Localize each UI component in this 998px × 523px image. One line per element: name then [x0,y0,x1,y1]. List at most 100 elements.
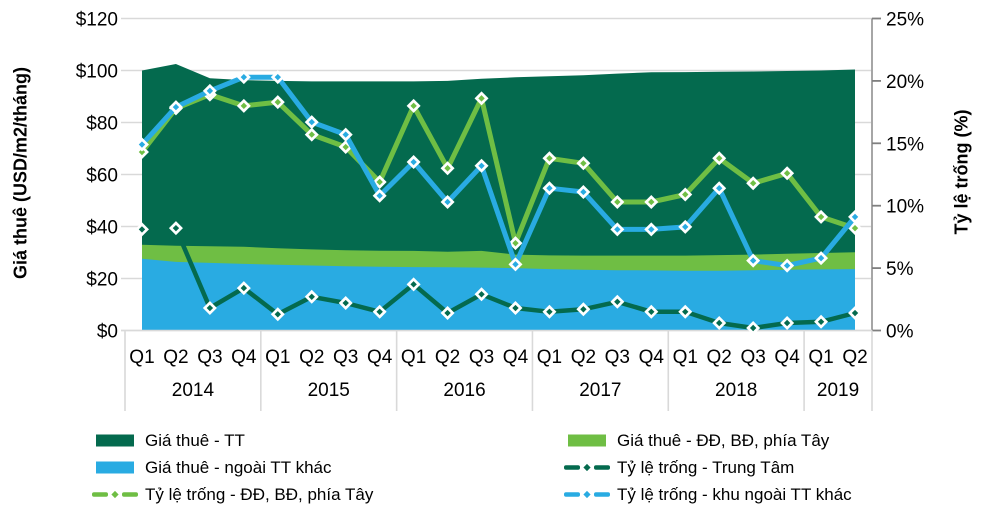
data-point-marker [474,91,489,106]
legend-label: Giá thuê - ĐĐ, BĐ, phía Tây [617,431,830,450]
data-point-marker [508,236,523,251]
left-axis-tick-labels: $0 $20 $40 $60 $80 $100 $120 [76,10,118,343]
data-point-marker [780,166,795,181]
data-point-marker [610,222,625,237]
line-series-0 [134,221,863,336]
quarter-label: Q4 [367,347,393,368]
quarter-label: Q1 [673,347,698,368]
data-point-marker [236,281,251,296]
line-swatch-cyan [564,487,610,502]
data-point-marker [134,137,149,152]
left-tick-label: $100 [76,62,118,83]
year-label: 2014 [172,380,215,401]
data-point-marker [848,306,863,321]
data-point-marker [712,316,727,331]
quarter-label: Q2 [163,347,188,368]
year-label: 2019 [817,380,859,401]
right-tick-label: 0% [886,322,914,343]
right-tick-label: 20% [886,72,924,93]
data-point-marker [270,307,285,322]
legend-item-gia-thue-tt: Giá thuê - TT [92,430,564,451]
area-swatch-light-green [564,433,610,448]
data-point-marker [440,161,455,176]
data-point-marker [678,304,693,319]
left-tick-label: $60 [86,166,118,187]
data-point-marker [678,187,693,202]
quarter-label: Q1 [537,347,562,368]
left-tick-label: $80 [86,114,118,135]
year-label: 2015 [308,380,350,401]
area-swatch-cyan [92,460,138,475]
data-point-marker [542,304,557,319]
data-point-marker [610,194,625,209]
data-point-marker [168,100,183,115]
line-swatch-dark-green [564,460,610,475]
data-point-marker [270,95,285,110]
quarter-label: Q4 [231,347,257,368]
data-point-marker [236,98,251,113]
right-axis-tick-labels: 0% 5% 10% 15% 20% 25% [886,10,924,343]
data-point-marker [406,98,421,113]
quarter-label: Q2 [842,347,867,368]
quarter-label: Q4 [774,347,800,368]
data-point-marker [202,83,217,98]
data-point-marker [746,253,761,268]
data-point-marker [678,219,693,234]
data-point-marker [406,155,421,170]
data-point-marker [644,194,659,209]
right-tick-label: 5% [886,259,914,280]
data-point-marker [780,316,795,331]
legend-label: Giá thuê - TT [145,431,245,450]
quarter-label: Q4 [503,347,529,368]
data-point-marker [542,181,557,196]
line-series-2 [134,70,863,273]
data-point-marker [780,258,795,273]
data-point-marker [372,188,387,203]
legend-item-gia-thue-ngoai-tt-khac: Giá thuê - ngoài TT khác [92,457,564,478]
quarter-label: Q1 [129,347,154,368]
quarter-label: Q3 [469,347,494,368]
data-point-marker [542,151,557,166]
data-point-marker [304,289,319,304]
data-point-marker [576,184,591,199]
data-point-marker [610,294,625,309]
data-point-marker [440,194,455,209]
data-point-marker [406,277,421,292]
data-point-marker [134,145,149,160]
quarter-label: Q1 [265,347,290,368]
left-tick-label: $0 [97,322,118,343]
data-point-marker [746,321,761,336]
left-tick-label: $120 [76,10,118,31]
data-point-marker [304,115,319,130]
legend-label: Tỷ lệ trống - Trung Tâm [617,458,795,477]
quarter-label: Q3 [333,347,358,368]
data-point-marker [474,287,489,302]
quarter-label: Q1 [808,347,833,368]
data-point-marker [508,257,523,272]
left-tick-label: $40 [86,218,118,239]
right-axis [871,17,881,332]
data-point-marker [644,222,659,237]
data-point-marker [508,301,523,316]
year-label: 2016 [443,380,485,401]
data-point-marker [134,222,149,237]
data-point-marker [168,221,183,236]
line-series-1 [134,87,863,251]
right-tick-label: 15% [886,134,924,155]
data-point-marker [848,209,863,224]
right-tick-label: 25% [886,10,924,31]
data-point-marker [746,176,761,191]
rent-areas [142,64,855,331]
legend-item-ty-le-trong-dd-bd-phia-tay: Tỷ lệ trống - ĐĐ, BĐ, phía Tây [92,484,564,505]
data-point-marker [338,296,353,311]
x-axis: Q1 Q2 Q3 Q4 2014 Q1 Q2 Q3 Q4 2015 Q1 Q2 Q3 Q4 2016 Q1 Q2… [121,329,873,411]
data-point-marker [576,302,591,317]
right-tick-label: 10% [886,197,924,218]
data-point-marker [814,314,829,329]
legend-item-ty-le-trong-khu-ngoai-tt-khac: Tỷ lệ trống - khu ngoài TT khác [564,484,972,505]
legend-item-ty-le-trong-trung-tam: Tỷ lệ trống - Trung Tâm [564,457,972,478]
quarter-label: Q1 [401,347,426,368]
year-label: 2018 [715,380,757,401]
